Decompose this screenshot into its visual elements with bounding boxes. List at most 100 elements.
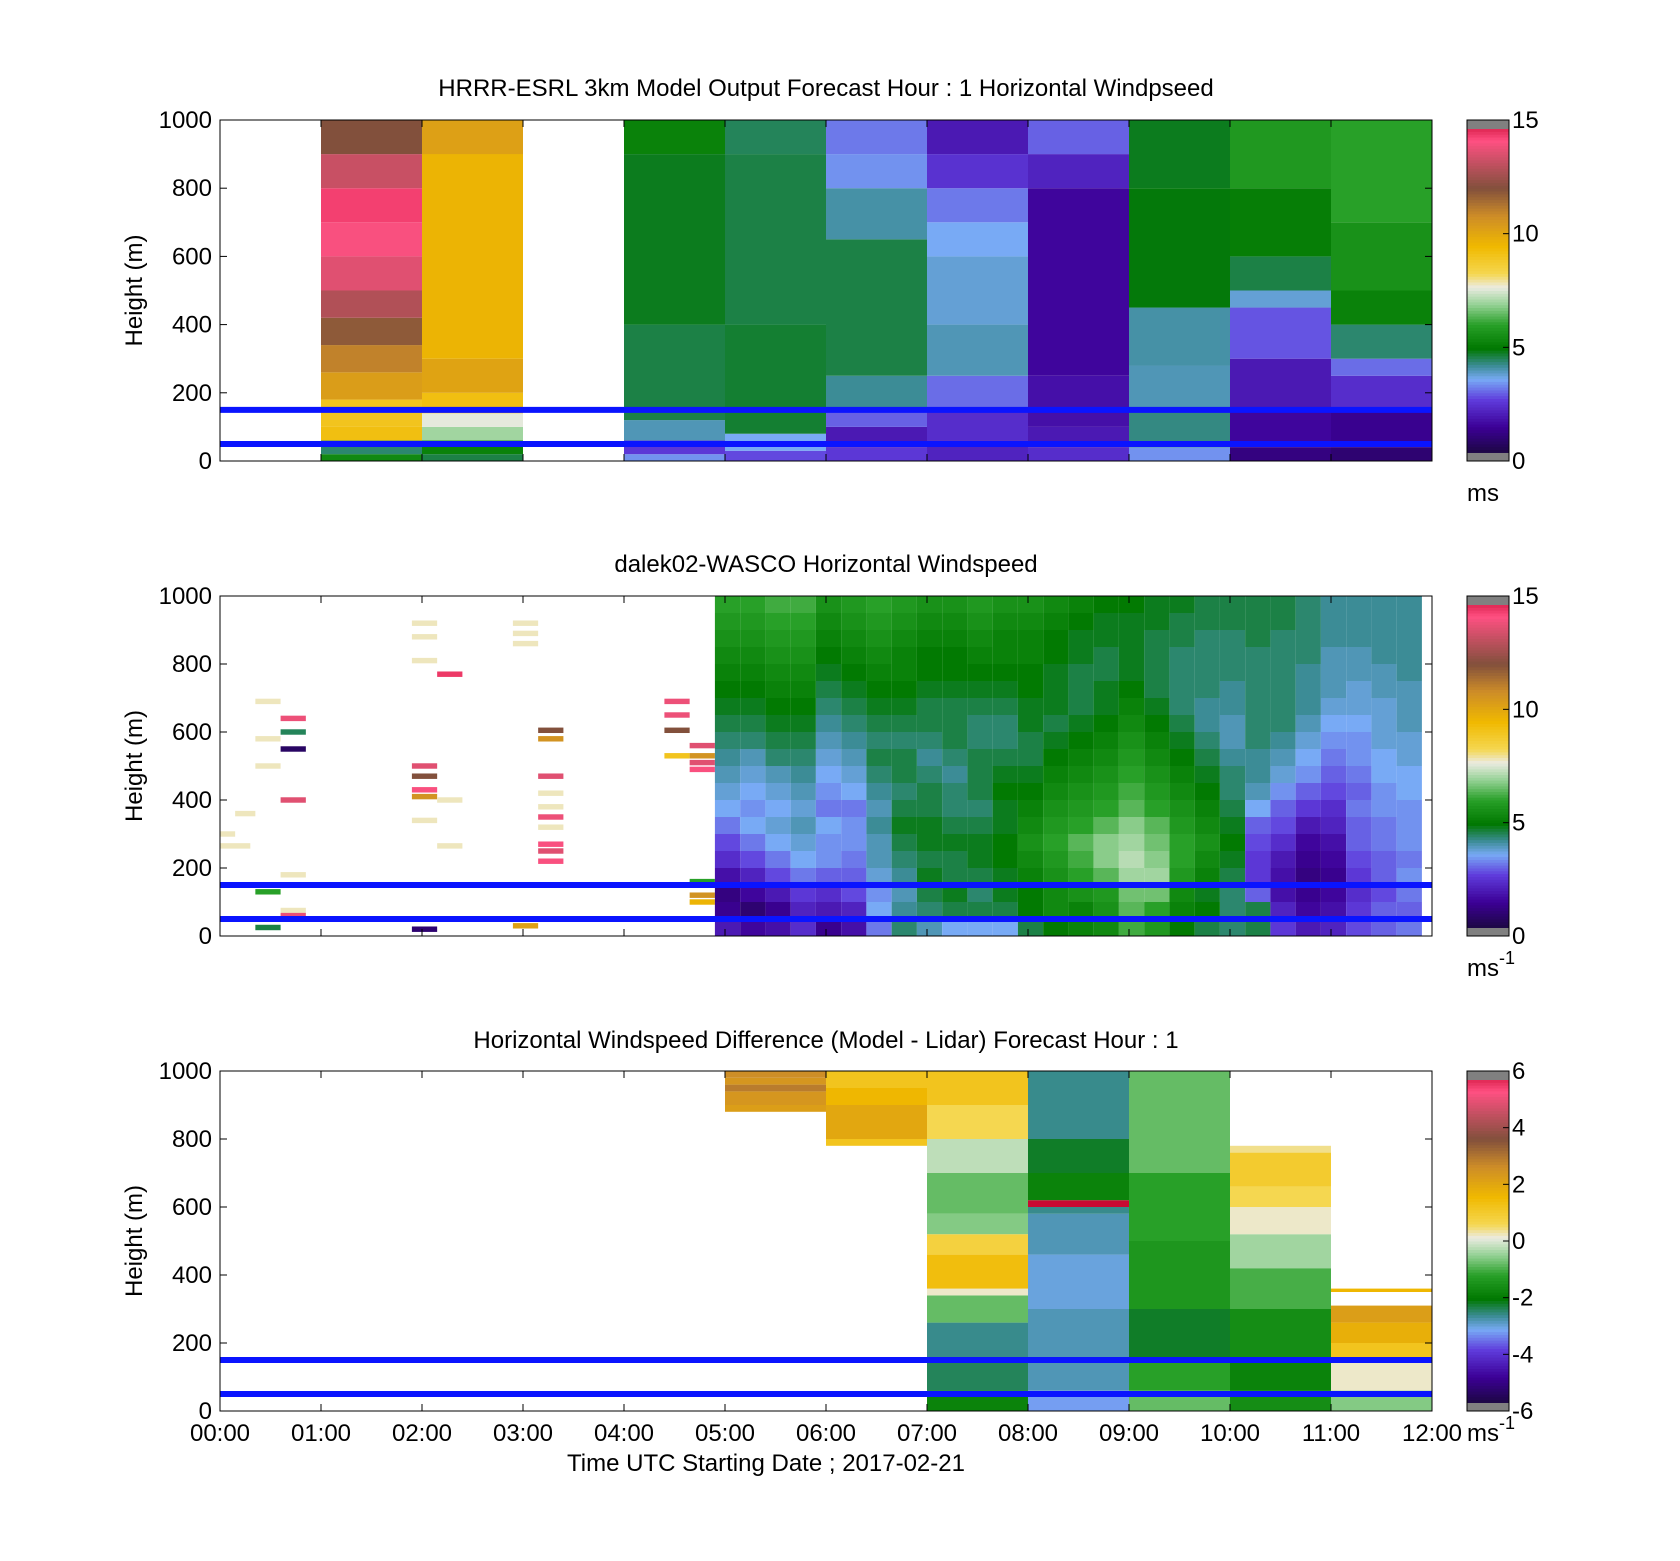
colorbar-band — [1467, 167, 1509, 172]
profile-cell — [1043, 834, 1069, 851]
colorbar-band — [1467, 1113, 1509, 1117]
profile-cell — [1093, 766, 1119, 783]
profile-cell — [1270, 630, 1296, 647]
colorbar-band — [1467, 1356, 1509, 1361]
profile-cell — [1043, 851, 1069, 868]
profile-cell — [765, 630, 791, 647]
profile-cell — [1346, 885, 1372, 902]
profile-cell — [866, 664, 892, 681]
colorbar-band — [1467, 643, 1509, 648]
panel-model-output: 0 200 400 600 800 1000 HRRR-ESRL 3km Model Out… — [121, 75, 1539, 507]
profile-cell — [1245, 647, 1271, 664]
profile-cell — [1017, 596, 1044, 613]
profile-cell — [1371, 630, 1397, 647]
profile-cell — [992, 613, 1018, 630]
panel-difference: 0 200 400 600 800 1000 00:00 01:00 02:00 03:00 04:… — [121, 1027, 1533, 1477]
profile-cell — [740, 630, 766, 647]
colorbar-band — [1467, 1076, 1509, 1080]
colorbar-band — [1467, 1164, 1509, 1168]
scatter-bin — [280, 729, 306, 735]
colorbar-band — [1467, 164, 1509, 169]
profile-cell — [1043, 885, 1069, 902]
y-tick-label: 400 — [172, 312, 212, 339]
colorbar-band — [1467, 1387, 1509, 1392]
profile-cell — [1295, 800, 1321, 817]
profile-cell — [1371, 681, 1397, 698]
profile-cell — [1245, 630, 1271, 647]
colorbar-band — [1467, 723, 1509, 727]
profile-cell — [790, 596, 816, 613]
profile-cell — [1245, 749, 1271, 766]
colorbar-band — [1467, 847, 1509, 852]
profile-cell — [1245, 834, 1271, 851]
profile-cell — [1093, 851, 1119, 868]
colorbar-band — [1467, 457, 1509, 462]
profile-cell — [1396, 647, 1422, 664]
profile-cell — [1068, 800, 1094, 817]
profile-cell — [1270, 868, 1296, 885]
colorbar-band — [1467, 595, 1509, 600]
profile-cell — [967, 630, 993, 647]
profile-cell — [790, 817, 816, 834]
colorbar-band — [1467, 898, 1509, 903]
colorbar-band — [1467, 267, 1509, 272]
heatmap-cell — [321, 317, 422, 346]
heatmap-cell — [927, 154, 1028, 189]
colorbar-band — [1467, 680, 1509, 685]
scatter-bin — [689, 759, 715, 766]
profile-cell — [841, 613, 867, 630]
profile-cell — [967, 851, 993, 868]
colorbar-band — [1467, 281, 1509, 286]
colorbar-band — [1467, 170, 1509, 175]
profile-cell — [866, 868, 892, 885]
heatmap-cell — [1331, 1360, 1432, 1391]
profile-cell — [1245, 596, 1271, 613]
colorbar-band — [1467, 776, 1509, 781]
heatmap-cell — [321, 454, 422, 461]
profile-cell — [1144, 613, 1170, 630]
profile-cell — [1346, 630, 1372, 647]
profile-cell — [1219, 834, 1246, 851]
colorbar-band — [1467, 454, 1509, 459]
profile-cell — [1093, 715, 1119, 732]
colorbar-band — [1467, 162, 1509, 166]
profile-cell — [1194, 817, 1220, 834]
profile-cell — [765, 715, 791, 732]
colorbar-band — [1467, 864, 1509, 869]
profile-cell — [1118, 732, 1145, 749]
profile-cell — [1017, 766, 1044, 783]
profile-cell — [1144, 596, 1170, 613]
profile-cell — [1371, 715, 1397, 732]
profile-cell — [790, 749, 816, 766]
profile-cell — [916, 681, 943, 698]
profile-cell — [942, 851, 968, 868]
profile-cell — [815, 698, 842, 715]
colorbar-band — [1467, 779, 1509, 784]
colorbar-band — [1467, 1166, 1509, 1171]
colorbar-band — [1467, 904, 1509, 909]
colorbar-band — [1467, 142, 1509, 147]
scatter-bin — [437, 843, 463, 849]
x-tick-label: 03:00 — [493, 1420, 553, 1447]
profile-cell — [1118, 885, 1145, 902]
colorbar-band — [1467, 674, 1509, 679]
colorbar-band — [1467, 711, 1509, 716]
colorbar-band — [1467, 1302, 1509, 1307]
profile-cell — [1194, 596, 1220, 613]
colorbar-band — [1467, 1101, 1509, 1106]
profile-cell — [1270, 766, 1296, 783]
heatmap-cell — [826, 1139, 927, 1146]
heatmap-cell — [321, 154, 422, 189]
profile-cell — [790, 834, 816, 851]
profile-cell — [1245, 715, 1271, 732]
profile-cell — [815, 732, 842, 749]
colorbar-band — [1467, 1098, 1509, 1103]
profile-cell — [740, 834, 766, 851]
profile-cell — [1245, 817, 1271, 834]
colorbar-band — [1467, 196, 1509, 201]
colorbar-tick-label: 4 — [1512, 1115, 1525, 1142]
profile-cell — [1093, 698, 1119, 715]
heatmap-cell — [1028, 1071, 1129, 1105]
profile-cell — [1371, 613, 1397, 630]
colorbar-band — [1467, 119, 1509, 124]
